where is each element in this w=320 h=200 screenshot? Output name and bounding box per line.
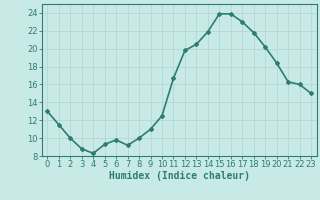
X-axis label: Humidex (Indice chaleur): Humidex (Indice chaleur) bbox=[109, 171, 250, 181]
